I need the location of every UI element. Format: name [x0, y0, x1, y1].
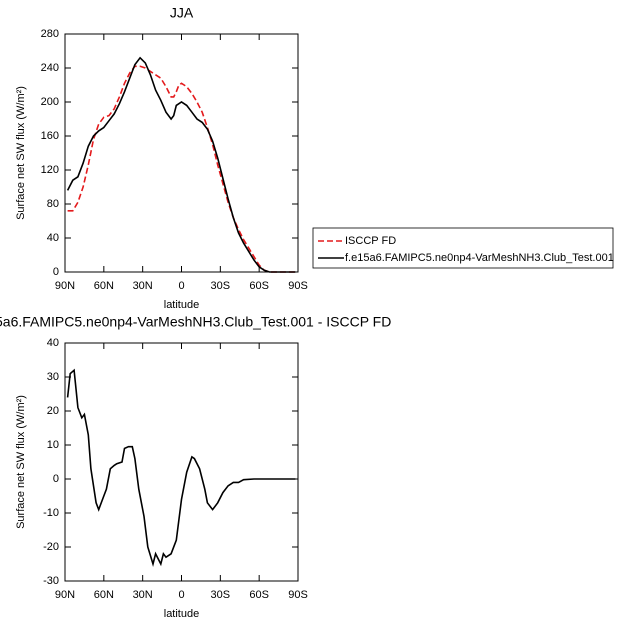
y-tick-label: 40: [47, 232, 59, 244]
y-tick-label: 30: [47, 371, 59, 383]
x-tick-label: 60N: [94, 280, 114, 292]
y-tick-label: 200: [41, 96, 59, 108]
x-axis-label: latitude: [164, 608, 199, 620]
y-axis-label: Surface net SW flux (W/m²): [15, 86, 27, 220]
chart-title: f.e15a6.FAMIPC5.ne0np4-VarMeshNH3.Club_T…: [0, 314, 391, 330]
x-tick-label: 90N: [55, 589, 75, 601]
y-tick-label: 120: [41, 164, 59, 176]
x-tick-label: 90N: [55, 280, 75, 292]
legend-box: [312, 227, 614, 269]
data-line: [67, 65, 296, 273]
legend-label: ISCCP FD: [345, 235, 396, 247]
y-tick-label: 10: [47, 439, 59, 451]
x-tick-label: 30S: [211, 280, 231, 292]
x-tick-label: 90S: [288, 589, 308, 601]
x-tick-label: 30N: [133, 280, 153, 292]
y-tick-label: 40: [47, 337, 59, 349]
x-tick-label: 30S: [211, 589, 231, 601]
chart-title: JJA: [170, 5, 194, 21]
y-axis-label: Surface net SW flux (W/m²): [15, 395, 27, 529]
data-line: [66, 368, 296, 567]
legend-label: f.e15a6.FAMIPC5.ne0np4-VarMeshNH3.Club_T…: [345, 252, 614, 264]
plot-frame: [64, 342, 299, 582]
data-line: [66, 56, 296, 273]
plot-frame: [64, 33, 299, 273]
x-tick-label: 60N: [94, 589, 114, 601]
y-tick-label: 20: [47, 405, 59, 417]
y-tick-label: 0: [53, 473, 59, 485]
x-tick-label: 0: [178, 589, 184, 601]
x-tick-label: 60S: [249, 589, 269, 601]
x-tick-label: 90S: [288, 280, 308, 292]
y-tick-label: -30: [43, 575, 59, 587]
y-tick-label: 0: [53, 266, 59, 278]
y-tick-label: -10: [43, 507, 59, 519]
y-tick-label: 280: [41, 28, 59, 40]
x-tick-label: 30N: [133, 589, 153, 601]
y-tick-label: 160: [41, 130, 59, 142]
x-axis-label: latitude: [164, 299, 199, 311]
y-tick-label: -20: [43, 541, 59, 553]
x-tick-label: 0: [178, 280, 184, 292]
y-tick-label: 240: [41, 62, 59, 74]
x-tick-label: 60S: [249, 280, 269, 292]
y-tick-label: 80: [47, 198, 59, 210]
